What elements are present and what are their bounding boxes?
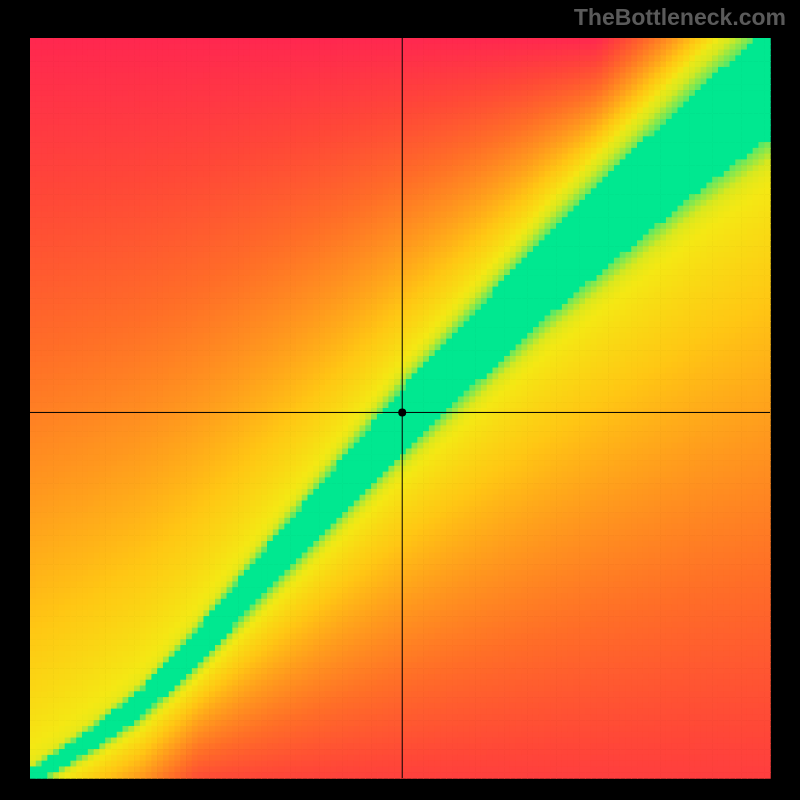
bottleneck-heatmap bbox=[0, 0, 800, 800]
watermark-text: TheBottleneck.com bbox=[574, 4, 786, 31]
chart-container: TheBottleneck.com bbox=[0, 0, 800, 800]
